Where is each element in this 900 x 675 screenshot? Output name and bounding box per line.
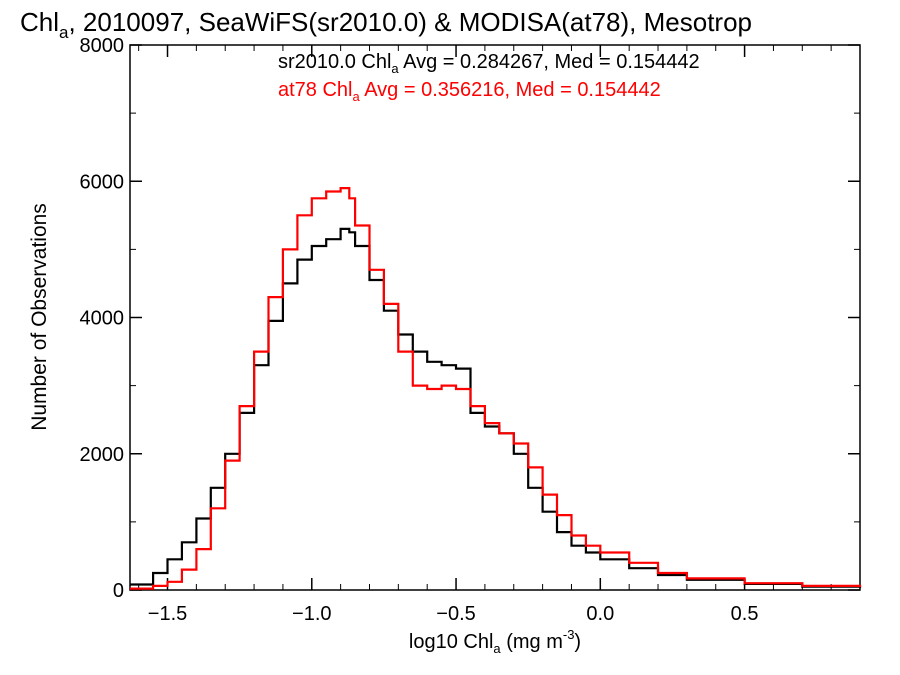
chart-title: Chla, 2010097, SeaWiFS(sr2010.0) & MODIS… <box>20 7 752 42</box>
y-tick-label: 4000 <box>80 308 125 330</box>
legend-entry-sr2010: sr2010.0 Chla Avg = 0.284267, Med = 0.15… <box>278 51 700 76</box>
plot-frame <box>129 44 861 591</box>
x-tick-label: 0.5 <box>731 603 759 625</box>
x-tick-label: −1.0 <box>292 603 331 625</box>
y-tick-label: 6000 <box>80 171 125 193</box>
y-tick-label: 0 <box>113 580 124 602</box>
x-tick-label: −0.5 <box>436 603 475 625</box>
y-tick-label: 2000 <box>80 444 125 466</box>
y-tick-label: 8000 <box>80 35 125 57</box>
series-at78-line <box>130 187 862 590</box>
x-tick-label: −1.5 <box>148 603 187 625</box>
x-tick-label: 0.0 <box>586 603 614 625</box>
y-axis-label: Number of Observations <box>28 203 51 431</box>
legend-entry-at78: at78 Chla Avg = 0.356216, Med = 0.154442 <box>278 79 661 104</box>
plot-area: 0 2000 4000 6000 8000 −1.5 −1.0 −0.5 0.0 0.5 <box>80 35 862 625</box>
x-axis-label: log10 Chla (mg m-3) <box>409 627 581 656</box>
